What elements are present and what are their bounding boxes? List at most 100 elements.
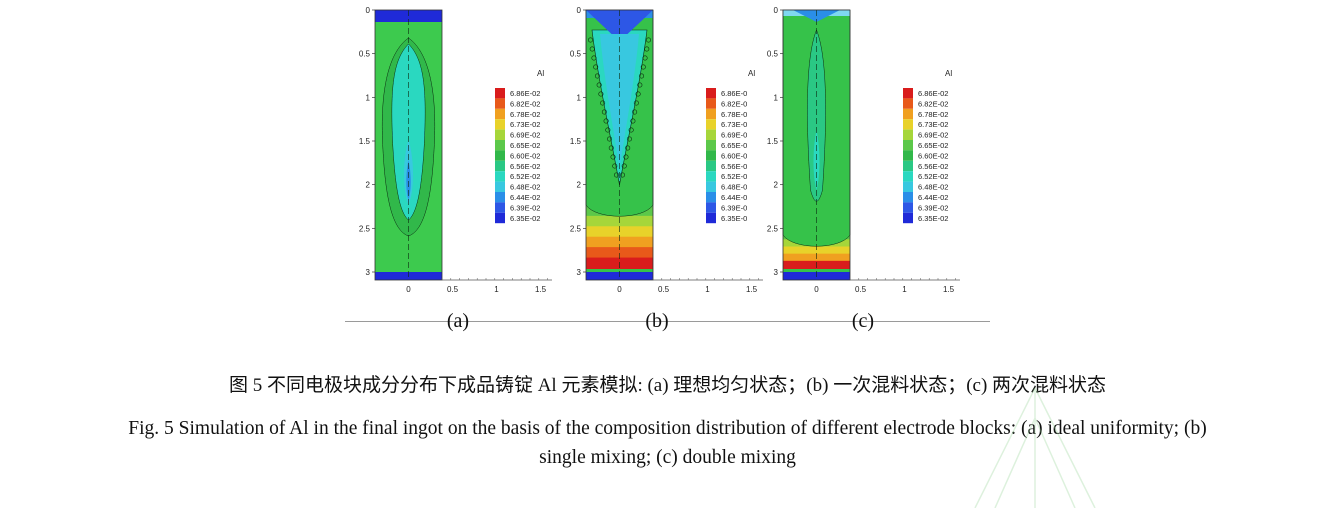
legend-swatch xyxy=(903,181,913,192)
caption-english-line-1: Fig. 5 Simulation of Al in the final ing… xyxy=(128,418,1207,439)
legend-value: 6.35E-0 xyxy=(721,214,747,223)
y-tick-label: 2 xyxy=(366,181,371,190)
y-tick-label: 2.5 xyxy=(359,224,371,233)
legend-value: 6.60E-02 xyxy=(918,151,948,160)
legend-value: 6.65E-02 xyxy=(510,141,540,150)
legend-value: 6.48E-0 xyxy=(721,183,747,192)
legend-value: 6.39E-02 xyxy=(510,203,540,212)
legend-value: 6.78E-0 xyxy=(721,110,747,119)
y-tick-label: 2 xyxy=(774,181,779,190)
x-tick-label: 0.5 xyxy=(447,285,459,294)
legend-swatch xyxy=(495,108,505,120)
x-tick-label: 1.5 xyxy=(943,285,955,294)
y-tick-label: 1 xyxy=(774,93,779,102)
y-tick-label: 0 xyxy=(577,6,582,15)
legend-swatch xyxy=(903,119,913,130)
legend-swatch xyxy=(495,160,505,172)
legend-swatch xyxy=(495,119,505,130)
x-tick-label: 0.5 xyxy=(658,285,670,294)
legend-swatch xyxy=(706,98,716,109)
y-tick-label: 1.5 xyxy=(359,137,371,146)
legend-swatch xyxy=(495,98,505,109)
legend-value: 6.44E-0 xyxy=(721,193,747,202)
y-tick-label: 0 xyxy=(774,6,779,15)
legend-swatch xyxy=(495,212,505,224)
legend-swatch xyxy=(903,212,913,224)
legend-swatch xyxy=(495,181,505,192)
legend-value: 6.35E-02 xyxy=(918,214,948,223)
legend-value: 6.39E-0 xyxy=(721,203,747,212)
legend-swatch xyxy=(903,129,913,140)
legend-value: 6.52E-02 xyxy=(510,172,540,181)
legend-swatch xyxy=(706,140,716,151)
legend-swatch xyxy=(903,171,913,182)
legend-swatch xyxy=(903,202,913,213)
legend-value: 6.52E-0 xyxy=(721,172,747,181)
y-tick-label: 2 xyxy=(577,181,582,190)
legend-value: 6.82E-02 xyxy=(918,99,948,108)
x-tick-label: 1 xyxy=(705,285,710,294)
legend-value: 6.56E-02 xyxy=(918,162,948,171)
panel-a-label: (a) xyxy=(446,310,470,332)
caption-english-line-2: single mixing; (c) double mixing xyxy=(539,447,796,468)
legend-swatch xyxy=(495,192,505,203)
x-tick-label: 1.5 xyxy=(535,285,547,294)
legend-value: 6.86E-02 xyxy=(510,89,540,98)
legend-swatch xyxy=(903,88,913,99)
legend-swatch xyxy=(495,202,505,213)
x-tick-label: 0.5 xyxy=(855,285,867,294)
caption-english: Fig. 5 Simulation of Al in the final ing… xyxy=(0,414,1335,472)
legend-value: 6.82E-02 xyxy=(510,99,540,108)
legend-swatch xyxy=(706,129,716,140)
legend-value: 6.78E-02 xyxy=(918,110,948,119)
legend-title: Al xyxy=(748,69,755,78)
watermark-logo xyxy=(974,387,1096,508)
legend-value: 6.82E-0 xyxy=(721,99,747,108)
y-tick-label: 3 xyxy=(366,268,371,277)
legend-swatch xyxy=(706,88,716,99)
legend-value: 6.86E-0 xyxy=(721,89,747,98)
legend-title: Al xyxy=(537,69,544,78)
legend-value: 6.44E-02 xyxy=(918,193,948,202)
legend-swatch xyxy=(706,119,716,130)
contour-plot-2: 0 0.5 1 1.5 2 2.5 3 0 0.5 1 1.5 Al 6.86E-026.82E-02 6… xyxy=(767,6,960,294)
panel-a: 0 0.5 1 1.5 2 2.5 3 0 0.5 1 1.5 Al 6.86E-02 6.82E-02 6… xyxy=(345,0,725,300)
figure-baseline-rule xyxy=(345,321,990,322)
y-tick-label: 0.5 xyxy=(359,50,371,59)
caption-chinese: 图 5 不同电极块成分分布下成品铸锭 Al 元素模拟: (a) 理想均匀状态；(… xyxy=(228,375,1107,396)
legend-value: 6.56E-02 xyxy=(510,162,540,171)
legend-value: 6.73E-0 xyxy=(721,120,747,129)
legend-value: 6.48E-02 xyxy=(510,183,540,192)
legend-swatch xyxy=(903,140,913,151)
y-tick-label: 0 xyxy=(366,6,371,15)
x-tick-label: 1 xyxy=(902,285,907,294)
legend-swatch xyxy=(903,108,913,120)
legend-value: 6.65E-02 xyxy=(918,141,948,150)
legend-value: 6.56E-0 xyxy=(721,162,747,171)
x-tick-label: 0 xyxy=(814,285,819,294)
legend-swatch xyxy=(706,192,716,203)
legend-value: 6.39E-02 xyxy=(918,203,948,212)
legend-value: 6.69E-0 xyxy=(721,131,747,140)
y-tick-label: 1.5 xyxy=(570,137,582,146)
y-tick-label: 3 xyxy=(774,268,779,277)
legend-swatch xyxy=(706,160,716,172)
legend-swatch xyxy=(495,140,505,151)
legend-swatch xyxy=(903,192,913,203)
legend-swatch xyxy=(706,181,716,192)
x-tick-label: 0 xyxy=(406,285,411,294)
panel-b-label: (b) xyxy=(645,310,669,332)
contour-plot-0: 0 0.5 1 1.5 2 2.5 3 0 0.5 1 1.5 Al 6.86E-026.82E-02 6… xyxy=(359,6,552,294)
x-tick-label: 0 xyxy=(617,285,622,294)
panel-b: 0 0.5 1 1.5 2 2.5 3 0 0.5 1 1.5 Al 6.86E-0 6.82E-0 6.7… xyxy=(556,0,936,300)
y-tick-label: 0.5 xyxy=(570,50,582,59)
legend-swatch xyxy=(495,150,505,161)
legend-value: 6.52E-02 xyxy=(918,172,948,181)
legend-value: 6.73E-02 xyxy=(918,120,948,129)
legend-value: 6.60E-02 xyxy=(510,151,540,160)
legend-value: 6.65E-0 xyxy=(721,141,747,150)
legend-value: 6.78E-02 xyxy=(510,110,540,119)
panel-c: 0 0.5 1 1.5 2 2.5 3 0 0.5 1 1.5 Al 6.86E-02 6.82E-02 6… xyxy=(753,0,1133,300)
legend-swatch xyxy=(706,108,716,120)
legend-title: Al xyxy=(945,69,952,78)
